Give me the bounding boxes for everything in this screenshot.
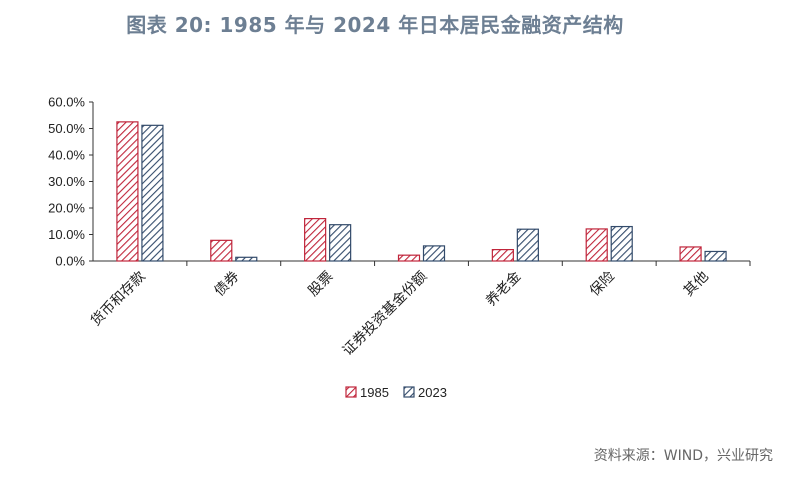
source-note: 资料来源：WIND，兴业研究 xyxy=(593,448,773,464)
y-tick-label: 10.0% xyxy=(48,227,85,242)
bar-1985-5 xyxy=(585,228,608,262)
x-category-label: 其他 xyxy=(681,269,712,300)
y-tick-label: 50.0% xyxy=(48,121,85,136)
bar-2023-6 xyxy=(704,250,727,262)
y-tick-label: 40.0% xyxy=(48,148,85,163)
bar-1985-6 xyxy=(679,246,702,262)
bar-1985-3 xyxy=(397,254,421,262)
bar-1985-4 xyxy=(491,249,514,262)
bar-2023-0 xyxy=(141,124,164,262)
legend-label-1985: 1985 xyxy=(360,385,389,400)
category-labels: 货币和存款 债券 股票 证券投资基金份额 养老金 保险 其他 xyxy=(87,268,712,359)
y-tick-label: 0.0% xyxy=(55,254,85,269)
bar-2023-3 xyxy=(422,245,446,262)
y-tick-label: 20.0% xyxy=(48,201,85,216)
x-category-label: 证券投资基金份额 xyxy=(339,268,430,359)
bar-1985-0 xyxy=(116,121,139,262)
legend-swatch-1985 xyxy=(345,386,357,398)
bars-group xyxy=(116,121,727,262)
bar-1985-2 xyxy=(304,218,327,262)
bar-2023-1 xyxy=(235,256,258,262)
bar-2023-4 xyxy=(516,228,539,262)
x-category-label: 股票 xyxy=(305,269,336,300)
x-category-label: 保险 xyxy=(587,269,618,300)
y-tick-label: 60.0% xyxy=(48,95,85,110)
bar-1985-1 xyxy=(210,239,233,262)
chart-title: 图表 20: 1985 年与 2024 年日本居民金融资产结构 xyxy=(126,13,624,37)
x-category-label: 养老金 xyxy=(483,269,524,310)
legend-label-2023: 2023 xyxy=(418,385,447,400)
legend: 1985 2023 xyxy=(345,385,447,400)
y-tick-label: 30.0% xyxy=(48,174,85,189)
legend-swatch-2023 xyxy=(403,386,415,398)
axes: 0.0% 10.0% 20.0% 30.0% 40.0% 50.0% 60.0% xyxy=(48,95,751,269)
bar-2023-5 xyxy=(610,225,633,262)
bar-2023-2 xyxy=(329,224,352,262)
x-category-label: 债券 xyxy=(212,269,243,300)
x-category-label: 货币和存款 xyxy=(87,268,149,330)
